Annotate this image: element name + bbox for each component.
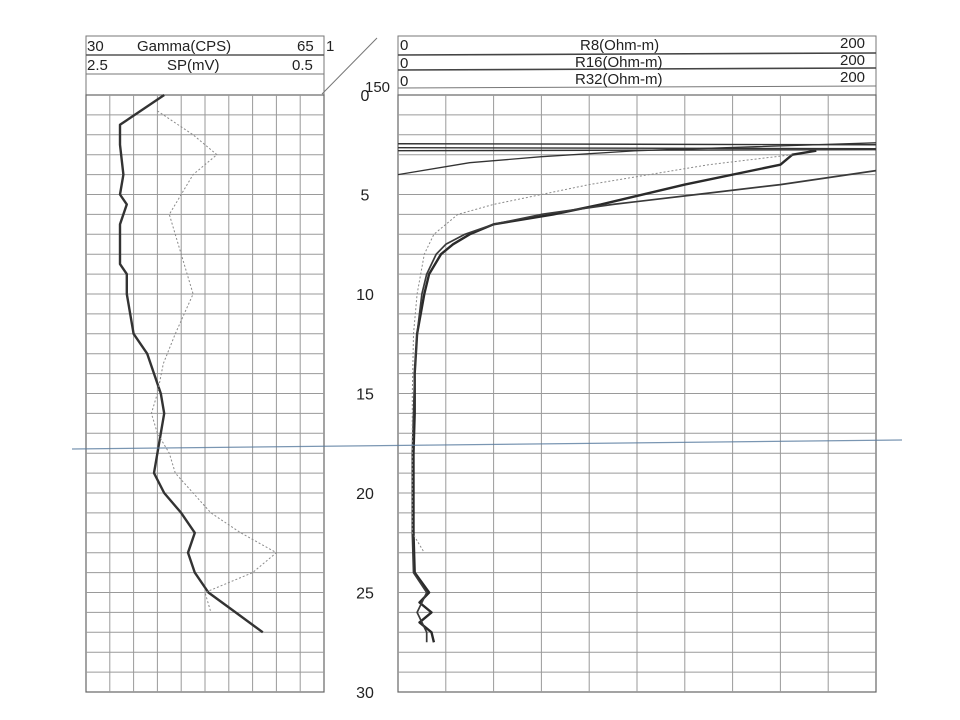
r16-scale-max: 200 [840,52,865,69]
sp-curve [150,110,277,613]
depth-axis-labels: 0 5 10 15 20 25 30 [356,88,374,702]
r16-scale-min: 0 [400,55,408,72]
gamma-scale-min: 30 [87,38,104,55]
depth-tick-label: 0 [361,88,370,105]
r32-curve-name: R32(Ohm-m) [575,71,663,88]
sp-scale-max: 0.5 [292,57,313,74]
depth-tick-label: 25 [356,586,374,603]
right-header-separator-2 [397,67,877,71]
resistivity-spike-line [397,147,877,150]
sp-scale-min: 2.5 [87,57,108,74]
depth-header-diagonal [321,37,378,95]
depth-tick-label: 15 [356,387,374,404]
r8-scale-max: 200 [840,35,865,52]
gamma-scale-max: 65 [297,38,314,55]
sp-curve-name: SP(mV) [167,57,220,74]
scan-artifact-line [71,439,903,450]
depth-top-label: 150 [365,79,390,96]
r32-scale-max: 200 [840,69,865,86]
depth-tick-label: 10 [356,287,374,304]
dotted-resistivity-curve [411,154,793,553]
resistivity-spike-line [397,143,877,146]
depth-tick-label: 20 [356,486,374,503]
r32-scale-min: 0 [400,73,408,90]
right-header-separator-3 [397,85,877,89]
gamma-curve [118,94,264,634]
r16-curve-name: R16(Ohm-m) [575,54,663,71]
resistivity-spike-line [397,149,877,152]
r16-curve [412,149,817,643]
r8-curve-name: R8(Ohm-m) [580,37,659,54]
depth-tick-label: 30 [356,685,374,702]
track-grids [85,94,877,693]
gamma-curve-name: Gamma(CPS) [137,38,231,55]
right-header-separator-1 [397,52,877,56]
r8-curve [397,142,877,176]
depth-scale-marker: 1 [326,38,334,55]
r8-scale-min: 0 [400,37,408,54]
depth-tick-label: 5 [361,188,370,205]
r32-curve [411,169,877,643]
log-curves [118,94,877,643]
